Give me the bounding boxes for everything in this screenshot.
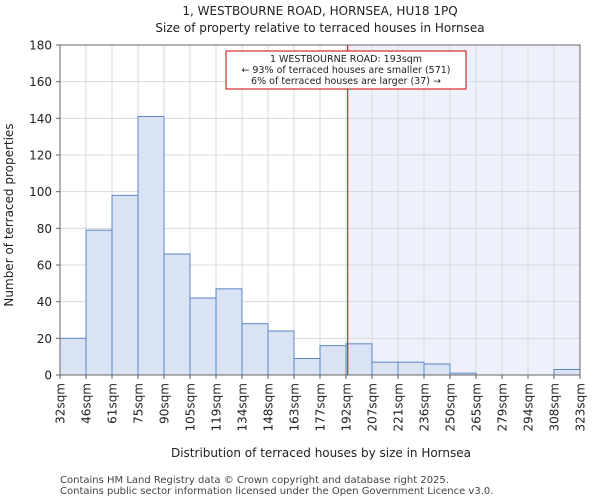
y-tick-label: 160 <box>29 75 52 89</box>
chart-title: 1, WESTBOURNE ROAD, HORNSEA, HU18 1PQ <box>182 4 457 18</box>
x-tick-label: 192sqm <box>340 383 354 431</box>
x-axis-label: Distribution of terraced houses by size … <box>171 446 471 460</box>
y-tick-label: 180 <box>29 39 52 53</box>
bar <box>85 229 113 376</box>
x-tick-label: 250sqm <box>444 383 458 431</box>
bar <box>189 297 217 376</box>
x-tick-label: 207sqm <box>366 383 380 431</box>
annotation-box: 1 WESTBOURNE ROAD: 193sqm ← 93% of terra… <box>225 50 467 90</box>
x-tick-label: 61sqm <box>106 383 120 424</box>
annotation-line-3: 6% of terraced houses are larger (37) → <box>251 76 441 87</box>
bar <box>423 363 451 376</box>
x-tick-label: 148sqm <box>262 383 276 431</box>
axes <box>56 44 581 379</box>
x-tick-label: 32sqm <box>54 383 68 424</box>
x-tick-label: 294sqm <box>522 383 536 431</box>
x-tick-label: 265sqm <box>470 383 484 431</box>
x-tick-label: 119sqm <box>210 383 224 431</box>
x-tick-label: 308sqm <box>548 383 562 431</box>
y-tick-labels: 0 20 40 60 80 100 120 140 160 180 <box>29 39 52 383</box>
x-tick-label: 134sqm <box>236 383 250 431</box>
bar <box>111 194 139 376</box>
bar <box>397 361 425 376</box>
bar <box>59 337 87 376</box>
x-tick-label: 90sqm <box>158 383 172 424</box>
x-tick-label: 279sqm <box>496 383 510 431</box>
y-tick-label: 120 <box>29 149 52 163</box>
bar <box>371 361 399 376</box>
x-tick-label: 236sqm <box>418 383 432 431</box>
annotation-line-2: ← 93% of terraced houses are smaller (57… <box>241 65 450 76</box>
footer-line-1: Contains HM Land Registry data © Crown c… <box>60 475 449 486</box>
x-tick-label: 105sqm <box>184 383 198 431</box>
x-tick-label: 163sqm <box>288 383 302 431</box>
footer-line-2: Contains public sector information licen… <box>60 486 493 497</box>
chart-subtitle: Size of property relative to terraced ho… <box>155 21 484 35</box>
x-tick-label: 46sqm <box>80 383 94 424</box>
bar <box>163 253 191 376</box>
bars <box>59 45 581 376</box>
y-tick-label: 0 <box>44 369 52 383</box>
x-tick-label: 323sqm <box>574 383 588 431</box>
bar <box>293 358 321 376</box>
y-tick-label: 80 <box>37 222 52 236</box>
bar <box>241 323 269 376</box>
x-tick-label: 221sqm <box>392 383 406 431</box>
annotation-frame <box>225 50 467 90</box>
annotation-line-1: 1 WESTBOURNE ROAD: 193sqm <box>270 54 422 65</box>
y-tick-label: 20 <box>37 332 52 346</box>
bar <box>137 116 165 376</box>
y-axis-label: Number of terraced properties <box>2 123 16 306</box>
larger-region-shade <box>347 45 580 375</box>
bar <box>319 345 347 376</box>
bar <box>553 369 581 376</box>
x-tick-label: 177sqm <box>314 383 328 431</box>
bar <box>267 330 295 376</box>
y-tick-label: 100 <box>29 185 52 199</box>
y-tick-label: 40 <box>37 295 52 309</box>
y-tick-label: 60 <box>37 259 52 273</box>
x-tick-label: 75sqm <box>132 383 146 424</box>
x-tick-labels: 32sqm 46sqm 61sqm 75sqm 90sqm 105sqm 119sqm 134… <box>54 383 588 431</box>
bar <box>215 288 243 376</box>
bar <box>345 343 373 376</box>
y-tick-label: 140 <box>29 112 52 126</box>
